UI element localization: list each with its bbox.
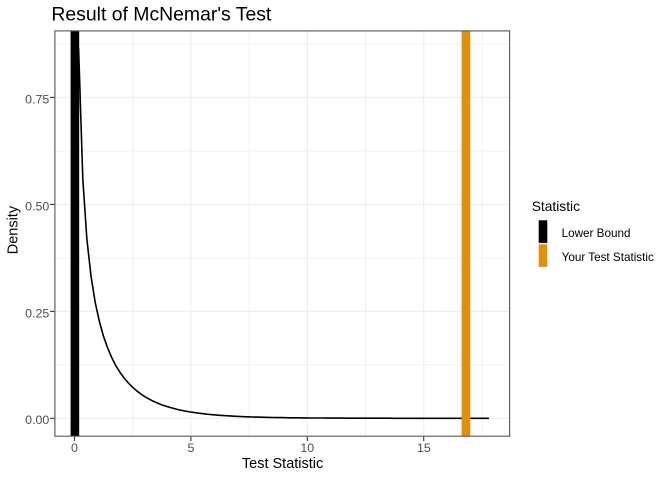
svg-text:0.00: 0.00 — [25, 413, 49, 427]
svg-text:0.50: 0.50 — [25, 199, 49, 213]
svg-text:0.25: 0.25 — [25, 306, 49, 320]
svg-text:Lower Bound: Lower Bound — [562, 227, 631, 240]
svg-text:5: 5 — [187, 441, 194, 455]
svg-text:Statistic: Statistic — [532, 199, 580, 214]
svg-text:0: 0 — [71, 441, 78, 455]
svg-text:Test Statistic: Test Statistic — [242, 456, 323, 472]
svg-text:15: 15 — [417, 441, 431, 455]
svg-text:10: 10 — [300, 441, 314, 455]
svg-text:0.75: 0.75 — [25, 92, 49, 106]
svg-text:Your Test Statistic: Your Test Statistic — [562, 251, 654, 264]
svg-text:Result of McNemar's Test: Result of McNemar's Test — [51, 4, 272, 26]
svg-text:Density: Density — [6, 205, 22, 254]
